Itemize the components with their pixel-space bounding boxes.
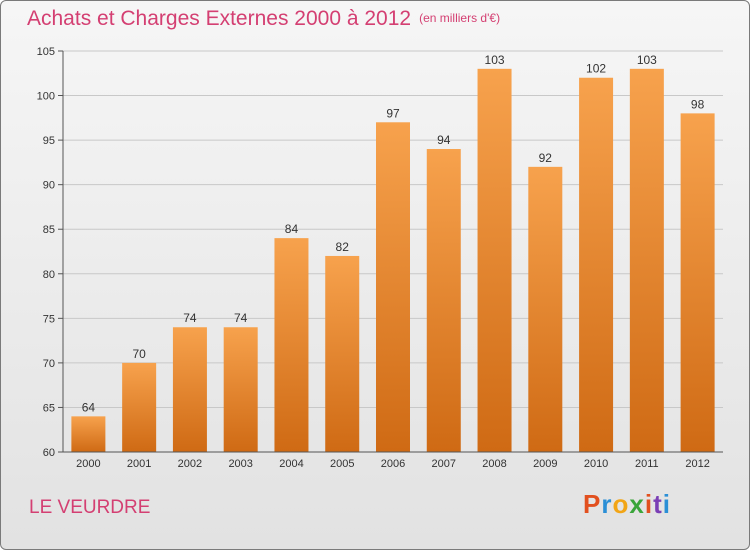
y-tick-label-70: 70 (43, 358, 55, 370)
x-tick-label-2009: 2009 (533, 458, 557, 470)
x-tick-label-2008: 2008 (482, 458, 506, 470)
y-tick-label-90: 90 (43, 180, 55, 192)
value-label-2003: 74 (234, 311, 248, 325)
commune-name: LE VEURDRE (29, 497, 151, 518)
logo-letter: P (583, 489, 602, 519)
x-tick-label-2000: 2000 (76, 458, 100, 470)
bar-2008 (477, 68, 512, 453)
logo-letter: i (644, 489, 654, 519)
x-tick-label-2002: 2002 (178, 458, 202, 470)
value-label-2010: 102 (586, 62, 606, 76)
logo-letter: x (629, 489, 645, 519)
x-axis-ticks: 2000 2001 2002 2003 2004 2005 2006 2007 2008 2009… (76, 458, 710, 470)
x-tick-label-2007: 2007 (432, 458, 456, 470)
bar-2007 (426, 149, 461, 452)
chart-unit: (en milliers d'€) (419, 11, 501, 25)
value-label-2009: 92 (539, 151, 553, 165)
y-axis-ticks: 60 65 70 75 80 85 90 95 100 105 (37, 46, 63, 459)
chart-title: Achats et Charges Externes 2000 à 2012 (e… (27, 7, 500, 31)
bar-2002 (172, 327, 207, 452)
x-tick-label-2012: 2012 (685, 458, 709, 470)
value-label-2007: 94 (437, 133, 451, 147)
x-tick-label-2005: 2005 (330, 458, 354, 470)
logo-letter: i (662, 489, 671, 519)
value-label-2004: 84 (285, 222, 299, 236)
bar-2006 (376, 122, 410, 453)
bar-2009 (528, 166, 563, 452)
y-tick-label-100: 100 (37, 91, 55, 103)
bar-2001 (122, 362, 157, 452)
value-label-2006: 97 (386, 106, 400, 120)
value-label-2001: 70 (132, 347, 146, 361)
value-label-2002: 74 (183, 311, 197, 325)
y-tick-label-75: 75 (43, 313, 55, 325)
proxiti-logo[interactable]: Proxiti (583, 489, 671, 520)
y-tick-label-60: 60 (43, 447, 55, 459)
chart-title-text: Achats et Charges Externes 2000 à 2012 (27, 7, 412, 30)
logo-letter: r (601, 489, 613, 519)
x-tick-label-2006: 2006 (381, 458, 405, 470)
bars (71, 68, 715, 453)
value-label-2000: 64 (82, 400, 96, 414)
bar-2010 (579, 77, 614, 452)
x-tick-label-2010: 2010 (584, 458, 608, 470)
x-tick-label-2004: 2004 (279, 458, 303, 470)
logo-letter: o (612, 489, 630, 519)
bar-2000 (71, 416, 106, 452)
value-label-2008: 103 (485, 53, 505, 67)
value-label-2011: 103 (637, 53, 657, 67)
value-labels: 64 70 74 74 84 82 97 94 103 92 102 103 98 (82, 53, 705, 415)
bar-2003 (223, 327, 258, 452)
x-tick-label-2003: 2003 (228, 458, 252, 470)
bar-2012 (680, 113, 715, 452)
logo-letter: t (653, 489, 663, 519)
bar-2004 (274, 238, 309, 452)
x-tick-label-2011: 2011 (635, 458, 659, 470)
bar-2005 (325, 255, 360, 452)
bar-2011 (629, 68, 664, 453)
value-label-2005: 82 (336, 240, 350, 254)
y-tick-label-105: 105 (37, 46, 55, 58)
y-tick-label-80: 80 (43, 269, 55, 281)
y-tick-label-65: 65 (43, 402, 55, 414)
y-tick-label-95: 95 (43, 135, 55, 147)
value-label-2012: 98 (691, 97, 705, 111)
axes (62, 51, 723, 453)
y-tick-label-85: 85 (43, 224, 55, 236)
x-tick-label-2001: 2001 (127, 458, 151, 470)
